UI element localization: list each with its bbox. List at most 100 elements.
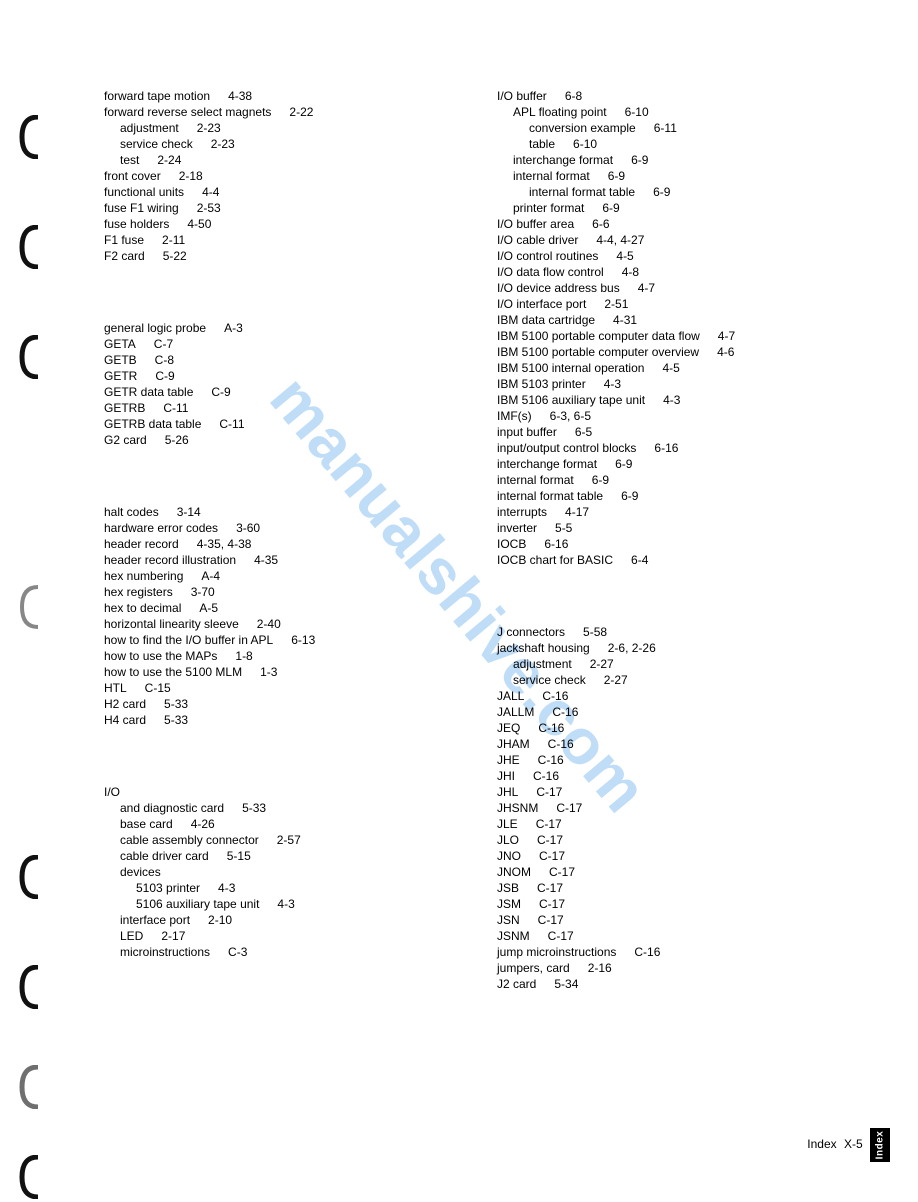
index-entry: J connectors5-58 — [497, 624, 897, 640]
index-ref: 3-70 — [191, 585, 215, 599]
index-term: JEQ — [497, 721, 520, 735]
index-entry: JALLMC-16 — [497, 704, 897, 720]
index-entry: internal format table6-9 — [497, 488, 897, 504]
index-ref: 6-9 — [615, 457, 632, 471]
index-entry: horizontal linearity sleeve2-40 — [104, 616, 474, 632]
index-ref: C-17 — [548, 929, 574, 943]
index-ref: 6-10 — [573, 137, 597, 151]
index-term: internal format — [497, 473, 574, 487]
index-entry: I/O control routines4-5 — [497, 248, 897, 264]
index-entry: GETBC-8 — [104, 352, 474, 368]
index-ref: 6-3, 6-5 — [550, 409, 591, 423]
index-column-left: forward tape motion4-38forward reverse s… — [104, 88, 474, 960]
index-ref: 5-15 — [227, 849, 251, 863]
index-ref: 3-60 — [236, 521, 260, 535]
index-entry: adjustment2-27 — [497, 656, 897, 672]
index-entry: LED2-17 — [104, 928, 474, 944]
index-entry: JHSNMC-17 — [497, 800, 897, 816]
index-term: header record — [104, 537, 179, 551]
index-term: forward reverse select magnets — [104, 105, 271, 119]
index-term: JLE — [497, 817, 518, 831]
index-ref: 6-11 — [654, 121, 677, 135]
index-ref: C-16 — [533, 769, 559, 783]
index-term: JNO — [497, 849, 521, 863]
index-entry: interchange format6-9 — [497, 456, 897, 472]
index-ref: C-17 — [536, 785, 562, 799]
index-entry: I/O — [104, 784, 474, 800]
index-term: IOCB chart for BASIC — [497, 553, 613, 567]
index-entry: IBM 5100 portable computer overview4-6 — [497, 344, 897, 360]
index-term: I/O control routines — [497, 249, 598, 263]
index-entry: microinstructionsC-3 — [104, 944, 474, 960]
index-block: I/O buffer6-8APL floating point6-10conve… — [497, 88, 897, 568]
index-term: JNOM — [497, 865, 531, 879]
index-term: GETRB data table — [104, 417, 201, 431]
index-ref: 5-33 — [164, 697, 188, 711]
index-entry: printer format6-9 — [497, 200, 897, 216]
page: manualshive.com forward tape motion4-38f… — [0, 0, 918, 1187]
index-entry: I/O buffer area6-6 — [497, 216, 897, 232]
index-entry: inverter5-5 — [497, 520, 897, 536]
index-entry: JHLC-17 — [497, 784, 897, 800]
index-entry: GETRB data tableC-11 — [104, 416, 474, 432]
index-entry: hex numberingA-4 — [104, 568, 474, 584]
index-ref: 4-35, 4-38 — [197, 537, 252, 551]
index-ref: 6-8 — [565, 89, 582, 103]
index-term: cable driver card — [120, 849, 209, 863]
index-ref: A-5 — [199, 601, 218, 615]
index-ref: 6-9 — [608, 169, 625, 183]
index-ref: 4-3 — [663, 393, 680, 407]
index-column-right: I/O buffer6-8APL floating point6-10conve… — [497, 88, 897, 992]
index-term: printer format — [513, 201, 584, 215]
index-entry: JHAMC-16 — [497, 736, 897, 752]
section-tab-label: Index — [875, 1131, 886, 1160]
index-term: service check — [513, 673, 586, 687]
index-entry: JLEC-17 — [497, 816, 897, 832]
index-ref: 4-3 — [604, 377, 621, 391]
index-ref: 2-27 — [604, 673, 628, 687]
index-entry: how to use the MAPs1-8 — [104, 648, 474, 664]
index-term: IBM 5103 printer — [497, 377, 586, 391]
index-entry: header record illustration4-35 — [104, 552, 474, 568]
index-entry: I/O data flow control4-8 — [497, 264, 897, 280]
index-term: general logic probe — [104, 321, 206, 335]
index-term: internal format table — [497, 489, 603, 503]
index-ref: 5-33 — [164, 713, 188, 727]
index-entry: jump microinstructionsC-16 — [497, 944, 897, 960]
index-entry: I/O device address bus4-7 — [497, 280, 897, 296]
index-ref: 5-5 — [555, 521, 572, 535]
index-entry: and diagnostic card5-33 — [104, 800, 474, 816]
index-entry: GETRC-9 — [104, 368, 474, 384]
index-ref: 2-27 — [590, 657, 614, 671]
index-term: interrupts — [497, 505, 547, 519]
index-entry: JLOC-17 — [497, 832, 897, 848]
index-ref: C-16 — [552, 705, 578, 719]
punch-mark — [18, 1155, 44, 1199]
index-entry: internal format6-9 — [497, 472, 897, 488]
index-term: F2 card — [104, 249, 145, 263]
index-ref: 6-13 — [291, 633, 315, 647]
index-entry: input/output control blocks6-16 — [497, 440, 897, 456]
index-entry: JHI C-16 — [497, 768, 897, 784]
index-term: I/O buffer area — [497, 217, 574, 231]
index-entry: service check 2-27 — [497, 672, 897, 688]
index-entry: test2-24 — [104, 152, 474, 168]
index-term: jump microinstructions — [497, 945, 616, 959]
index-term: JHE — [497, 753, 520, 767]
index-term: JHI — [497, 769, 515, 783]
index-entry: interchange format6-9 — [497, 152, 897, 168]
index-entry: JSBC-17 — [497, 880, 897, 896]
index-ref: 4-17 — [565, 505, 589, 519]
index-entry: how to find the I/O buffer in APL6-13 — [104, 632, 474, 648]
index-ref: C-7 — [154, 337, 173, 351]
punch-mark — [18, 115, 44, 159]
index-entry: how to use the 5100 MLM1-3 — [104, 664, 474, 680]
index-term: hardware error codes — [104, 521, 218, 535]
index-term: internal format — [513, 169, 590, 183]
index-term: J connectors — [497, 625, 565, 639]
index-ref: C-9 — [211, 385, 230, 399]
punch-mark — [18, 1065, 44, 1109]
index-term: I/O buffer — [497, 89, 547, 103]
index-term: input/output control blocks — [497, 441, 636, 455]
index-entry: IOCB6-16 — [497, 536, 897, 552]
